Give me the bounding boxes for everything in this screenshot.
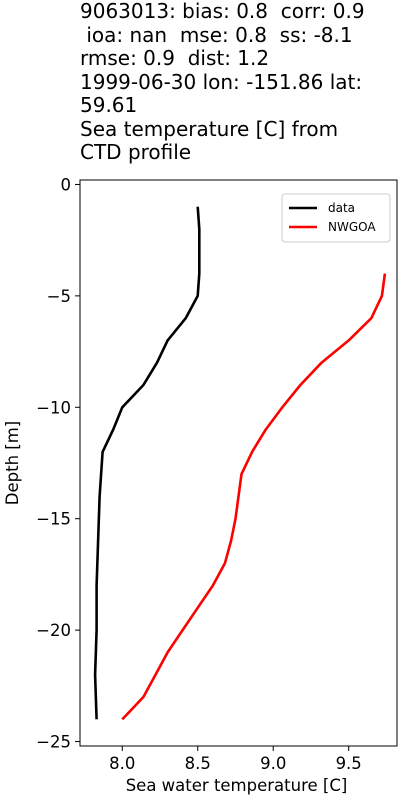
plot-frame bbox=[79, 179, 398, 747]
title-line: Sea temperature [C] from bbox=[80, 116, 339, 141]
y-tick-label: −15 bbox=[36, 510, 71, 529]
chart-title: 9063013: bias: 0.8 corr: 0.9 ioa: nan ms… bbox=[80, 0, 398, 165]
title-line: CTD profile bbox=[80, 140, 192, 164]
x-tick-label: 9.5 bbox=[336, 754, 362, 773]
y-tick-label: −5 bbox=[47, 287, 71, 306]
y-tick-label: 0 bbox=[61, 175, 72, 194]
y-tick-label: −25 bbox=[36, 733, 71, 752]
series-line-data bbox=[93, 206, 201, 720]
title-line: 59.61 bbox=[80, 93, 138, 117]
x-axis-label: Sea water temperature [C] bbox=[126, 776, 348, 795]
y-axis-label: Depth [m] bbox=[3, 421, 22, 505]
title-line: rmse: 0.9 dist: 1.2 bbox=[80, 46, 270, 70]
x-tick-label: 9.0 bbox=[260, 754, 286, 773]
title-line: ioa: nan mse: 0.8 ss: -8.1 bbox=[80, 22, 353, 47]
legend-label-nwgoa: NWGOA bbox=[328, 220, 376, 234]
legend-label-data: data bbox=[328, 201, 355, 215]
legend-box bbox=[281, 193, 391, 243]
x-tick-label: 8.0 bbox=[109, 754, 135, 773]
y-tick-label: −10 bbox=[36, 398, 71, 417]
title-line: 1999-06-30 lon: -151.86 lat: bbox=[80, 69, 363, 94]
title-line: 9063013: bias: 0.8 corr: 0.9 bbox=[80, 0, 365, 23]
series-line-nwgoa bbox=[121, 273, 387, 721]
x-tick-label: 8.5 bbox=[185, 754, 211, 773]
y-tick-label: −20 bbox=[36, 621, 71, 640]
